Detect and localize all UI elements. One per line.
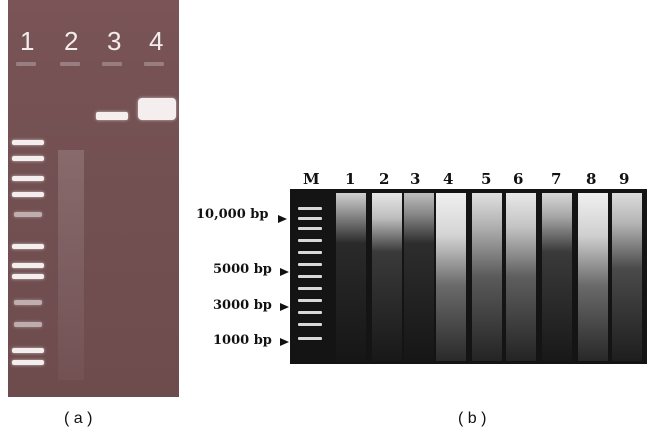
ladder-band: [12, 263, 44, 268]
ladder-band: [12, 156, 44, 161]
lane-label: 4: [149, 26, 164, 56]
well: [144, 62, 164, 66]
ladder-band: [298, 299, 322, 302]
ladder-band: [298, 337, 322, 340]
size-marker-label: 3000 bp: [213, 298, 272, 313]
lane-label: 1: [20, 26, 35, 56]
lane-label: M: [303, 170, 320, 188]
figure-caption-b: ( b ): [458, 410, 487, 427]
ladder-band: [298, 251, 322, 254]
lane-label: 1: [345, 170, 356, 188]
sample-lane: [542, 193, 572, 361]
sample-lane: [372, 193, 402, 361]
sample-lane: [404, 193, 434, 361]
ladder-band: [12, 244, 44, 249]
size-marker-label: 1000 bp: [213, 333, 272, 348]
figure-caption-a: ( a ): [64, 410, 93, 427]
sample-lane: [472, 193, 502, 361]
lane-label: 2: [379, 170, 390, 188]
gel-image-a: 1 2 3 4: [8, 0, 179, 397]
sample-lane: [336, 193, 366, 361]
ladder-band: [298, 217, 322, 220]
lane-smear: [58, 150, 84, 380]
ladder-band: [298, 263, 322, 266]
lane-label: 7: [551, 170, 562, 188]
size-marker-label: 5000 bp: [213, 262, 272, 277]
ladder-band: [12, 176, 44, 181]
ladder-band: [14, 322, 42, 327]
marker-arrow-icon: [280, 268, 289, 276]
well: [16, 62, 36, 66]
well: [102, 62, 122, 66]
ladder-band: [298, 287, 322, 290]
ladder-band: [12, 140, 44, 145]
lane-label: 3: [107, 26, 122, 56]
marker-arrow-icon: [278, 215, 287, 223]
gel-image-b: [290, 189, 647, 364]
ladder-band: [298, 207, 322, 210]
ladder-band: [298, 311, 322, 314]
sample-band: [96, 112, 128, 120]
ladder-band: [12, 348, 44, 353]
lane-label: 3: [410, 170, 421, 188]
well: [60, 62, 80, 66]
lane-label: 5: [481, 170, 492, 188]
lane-label: 4: [443, 170, 454, 188]
sample-band: [138, 98, 176, 120]
ladder-band: [298, 323, 322, 326]
marker-arrow-icon: [280, 303, 289, 311]
ladder-band: [14, 300, 42, 305]
ladder-band: [12, 360, 44, 365]
sample-lane: [578, 193, 608, 361]
size-marker-label: 10,000 bp: [196, 207, 269, 222]
ladder-band: [298, 239, 322, 242]
sample-lane: [506, 193, 536, 361]
ladder-band: [12, 274, 44, 279]
sample-lane: [612, 193, 642, 361]
lane-label: 9: [619, 170, 630, 188]
lane-label: 6: [513, 170, 524, 188]
marker-arrow-icon: [280, 338, 289, 346]
lane-label: 8: [586, 170, 597, 188]
sample-lane: [436, 193, 466, 361]
lane-label: 2: [64, 26, 79, 56]
ladder-band: [14, 212, 42, 217]
ladder-band: [298, 275, 322, 278]
ladder-band: [298, 227, 322, 230]
ladder-band: [12, 192, 44, 197]
